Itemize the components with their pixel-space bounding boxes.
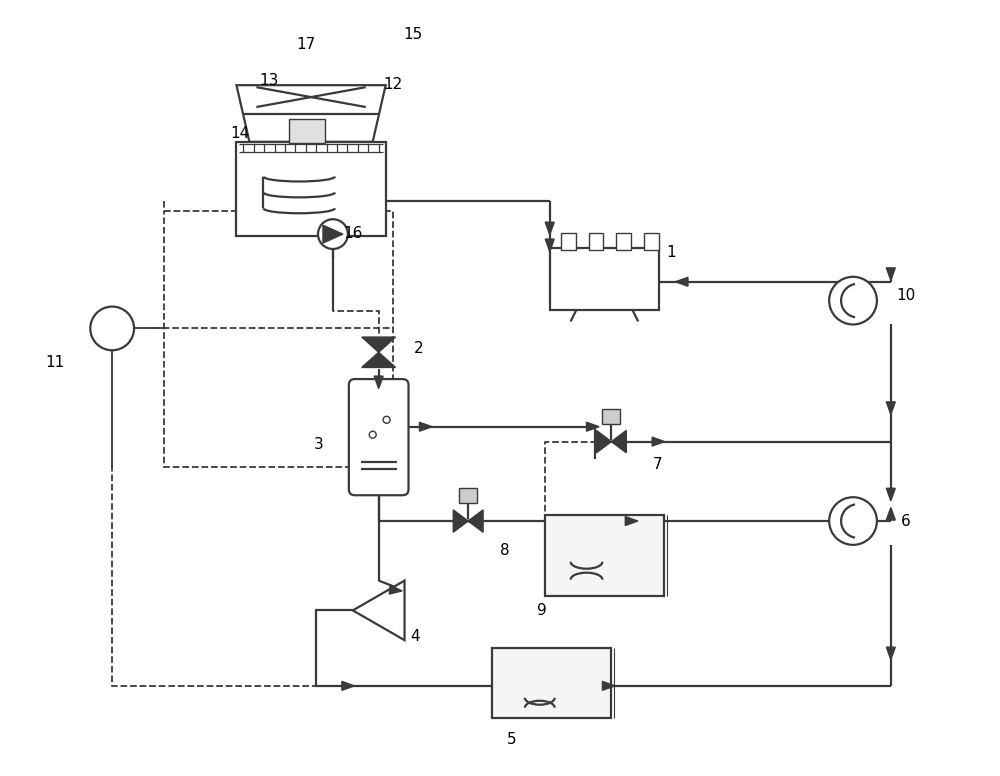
Bar (550, 248, 659, 310)
Polygon shape (419, 422, 432, 431)
Bar (492, 648, 611, 718)
Text: 4: 4 (411, 629, 420, 644)
Bar (164, 211, 393, 467)
Polygon shape (587, 422, 599, 431)
Bar (545, 515, 664, 597)
Polygon shape (362, 337, 396, 352)
Text: 16: 16 (343, 226, 363, 241)
Text: 5: 5 (507, 732, 517, 747)
Polygon shape (236, 85, 386, 142)
Text: 11: 11 (45, 355, 64, 369)
Circle shape (318, 219, 348, 249)
Polygon shape (886, 647, 895, 660)
Bar (236, 142, 386, 236)
Polygon shape (675, 277, 688, 286)
Polygon shape (886, 402, 895, 414)
Text: 10: 10 (896, 288, 915, 303)
Bar (459, 488, 477, 503)
Polygon shape (374, 376, 383, 389)
Text: 8: 8 (500, 543, 510, 558)
Polygon shape (362, 352, 396, 368)
Text: 13: 13 (260, 73, 279, 88)
Bar (289, 119, 325, 143)
Polygon shape (545, 222, 554, 234)
Text: 9: 9 (537, 603, 547, 618)
Text: 2: 2 (414, 341, 423, 355)
FancyBboxPatch shape (349, 379, 409, 495)
Polygon shape (886, 508, 895, 520)
Bar (589, 233, 603, 250)
Polygon shape (602, 681, 615, 691)
Text: 1: 1 (666, 245, 676, 261)
Polygon shape (625, 517, 638, 525)
Polygon shape (467, 517, 479, 525)
Text: 12: 12 (383, 77, 402, 92)
Circle shape (829, 497, 877, 545)
Polygon shape (353, 580, 405, 640)
Polygon shape (545, 239, 554, 251)
Polygon shape (886, 268, 895, 280)
Text: 7: 7 (652, 457, 662, 472)
Polygon shape (596, 431, 626, 452)
Bar (644, 233, 659, 250)
Text: 3: 3 (314, 437, 324, 452)
Text: 15: 15 (403, 27, 422, 42)
Polygon shape (652, 437, 665, 446)
Polygon shape (342, 681, 354, 691)
Polygon shape (323, 225, 343, 243)
Text: 14: 14 (230, 126, 249, 141)
Polygon shape (886, 488, 895, 501)
Polygon shape (389, 585, 402, 594)
Circle shape (90, 307, 134, 350)
Text: 6: 6 (901, 514, 911, 528)
Circle shape (829, 277, 877, 324)
Bar (602, 409, 620, 424)
Bar (616, 233, 631, 250)
Bar (561, 233, 576, 250)
Text: 17: 17 (296, 37, 316, 52)
Polygon shape (453, 510, 483, 532)
